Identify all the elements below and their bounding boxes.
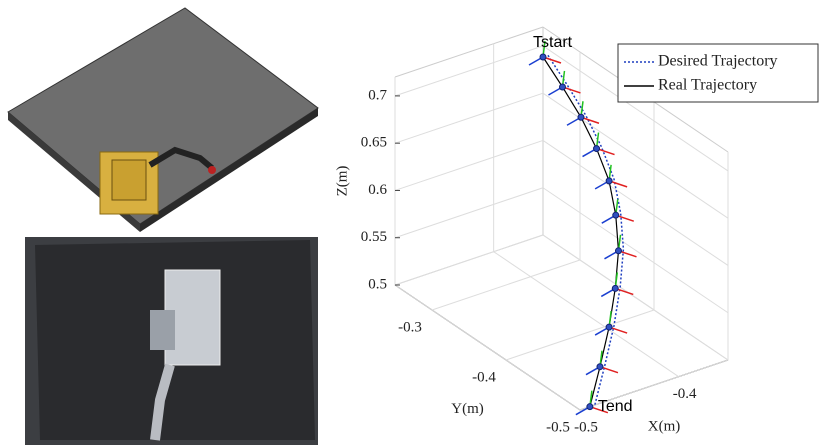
grid-line <box>395 235 543 285</box>
grid-line <box>432 260 580 310</box>
annotation: Tend <box>598 398 633 415</box>
grid-line <box>543 140 728 265</box>
z-tick-label: 0.55 <box>361 229 387 245</box>
legend: Desired Trajectory Real Trajectory <box>618 44 818 102</box>
x-axis-label: X(m) <box>648 418 681 434</box>
legend-label: Real Trajectory <box>658 77 757 94</box>
grid-line <box>395 46 543 96</box>
trajectory-point <box>578 114 584 120</box>
box-edge <box>395 27 543 77</box>
z-tick-label: 0.6 <box>368 182 387 198</box>
trajectory-point <box>559 84 565 90</box>
annotation: Tstart <box>533 34 573 51</box>
figure: -0.5 -0.4 -0.5 -0.4 -0.3 0.5 0.55 0.6 0.65 0.7 Z(m… <box>0 0 821 448</box>
y-tick-label: -0.3 <box>398 319 422 335</box>
trajectory-point <box>594 146 600 152</box>
grid-line <box>506 310 654 360</box>
grid-line <box>543 235 728 360</box>
y-tick-label: -0.4 <box>472 369 496 385</box>
trajectory-point <box>612 285 618 291</box>
trajectory-line <box>548 55 623 405</box>
z-tick-label: 0.65 <box>361 135 387 151</box>
trajectory-point <box>615 248 621 254</box>
grid-line <box>395 285 580 410</box>
z-tick-label: 0.7 <box>368 87 387 103</box>
trajectory-point <box>540 54 546 60</box>
trajectory-point <box>613 212 619 218</box>
x-tick-label: -0.5 <box>574 419 598 435</box>
grid-line <box>395 140 543 190</box>
trajectory-point <box>597 364 603 370</box>
z-axis-label: Z(m) <box>334 166 350 197</box>
x-tick-label: -0.4 <box>673 386 697 402</box>
z-tick-label: 0.5 <box>368 276 387 292</box>
trajectory-point <box>606 324 612 330</box>
grid-line <box>395 188 543 238</box>
grid-line <box>395 93 543 143</box>
photo-image <box>25 237 318 445</box>
grid-line <box>543 93 728 218</box>
simulation-image <box>8 8 318 232</box>
y-tick-label: -0.5 <box>546 419 570 435</box>
trajectory-line <box>543 57 618 407</box>
grid-line <box>494 252 679 377</box>
legend-label: Desired Trajectory <box>658 53 778 70</box>
y-axis-label: Y(m) <box>451 401 484 417</box>
trajectory-point <box>606 178 612 184</box>
trajectory-point <box>587 404 593 410</box>
grid-line <box>543 188 728 313</box>
